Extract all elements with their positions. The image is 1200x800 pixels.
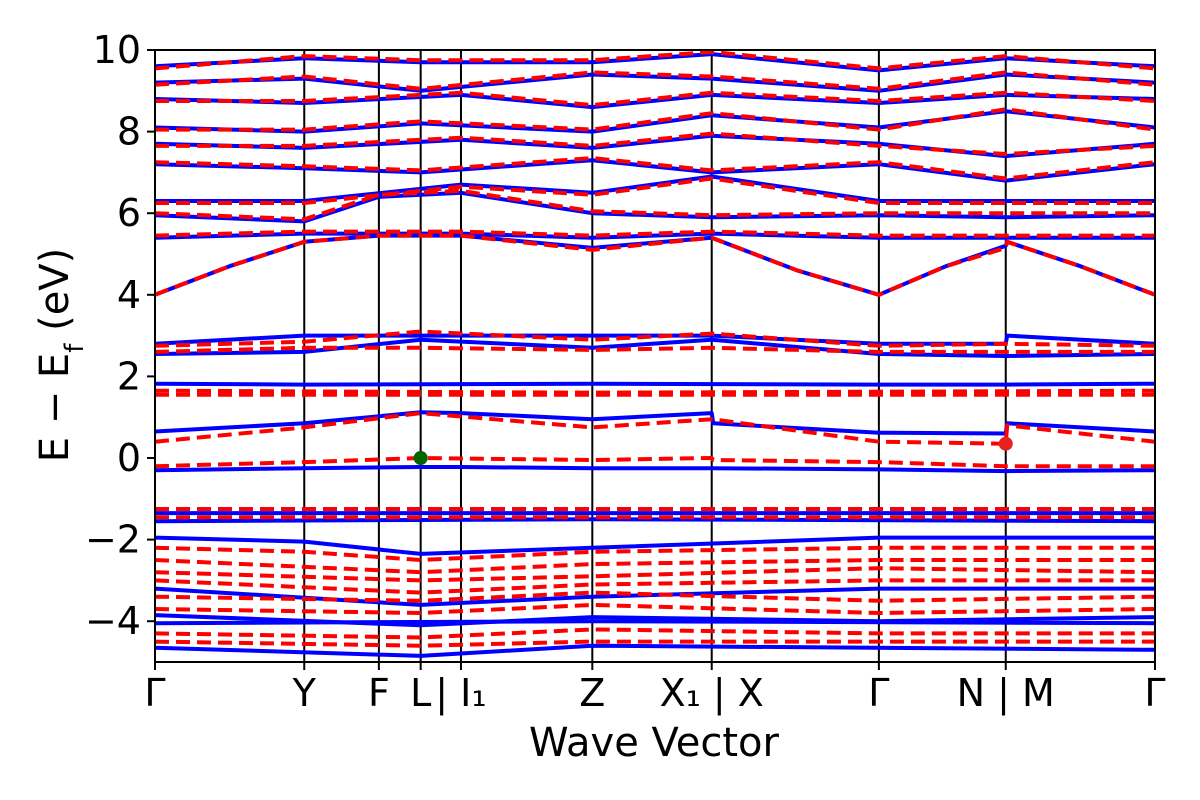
y-axis-ticks: −4 −2 0 2 4 6 8 10 [85, 28, 155, 643]
solid-band-10 [155, 619, 1155, 626]
dashed-band-21 [155, 131, 1155, 156]
x-tick-label-0: Γ [144, 671, 165, 715]
y-axis-label-unit: (eV) [32, 248, 78, 344]
dashed-band-13 [155, 602, 1155, 615]
y-tick-label-4: 4 [117, 273, 141, 317]
dashed-band-17 [155, 229, 1155, 238]
dashed-band-4 [155, 345, 1155, 354]
x-tick-label-9: Γ [1144, 671, 1165, 715]
dashed-band-22 [155, 107, 1155, 132]
y-tick-label-0: −4 [85, 599, 141, 643]
y-tick-label-6: 8 [117, 110, 141, 154]
dashed-band-10 [155, 566, 1155, 583]
solid-band-1 [155, 465, 1155, 474]
dashed-band-15 [155, 639, 1155, 648]
solid-band-19 [155, 92, 1155, 110]
solid-band-2 [155, 381, 1155, 387]
band-lines [155, 50, 1155, 662]
x-tick-label-1: Y [292, 671, 317, 715]
y-tick-label-1: −2 [85, 518, 141, 562]
solid-band-7 [155, 535, 1155, 556]
dashed-band-18 [155, 188, 1155, 222]
x-tick-label-2: F [368, 671, 390, 715]
dashed-band-16 [155, 233, 1155, 297]
x-axis-ticks: Γ Y F L | I₁ Z X₁ | X Γ N | M Γ [144, 662, 1166, 716]
solid-band-6 [155, 517, 1155, 524]
x-tick-label-8: N | M [957, 671, 1055, 716]
x-axis-label: Wave Vector [529, 720, 780, 766]
y-tick-label-7: 10 [93, 28, 141, 72]
dashed-band-12 [155, 590, 1155, 603]
dashed-band-0 [155, 411, 1155, 446]
solid-band-21 [155, 52, 1155, 73]
dashed-band-9 [155, 558, 1155, 575]
dashed-band-14 [155, 627, 1155, 640]
dashed-band-1 [155, 456, 1155, 469]
dashed-band-20 [155, 156, 1155, 181]
dashed-band-23 [155, 90, 1155, 108]
dashed-band-11 [155, 578, 1155, 595]
plot-area [154, 49, 1156, 663]
dashed-band-5 [155, 329, 1155, 348]
dashed-band-24 [155, 70, 1155, 91]
solid-band-3 [155, 337, 1155, 358]
plot-frame [154, 49, 1156, 663]
marker-point-0 [413, 451, 428, 465]
x-tick-label-3: L [410, 671, 431, 715]
x-tick-label-6: X₁ | X [660, 671, 764, 716]
x-tick-label-5: Z [579, 671, 605, 715]
dashed-band-2 [155, 388, 1155, 395]
y-axis-label-main: E − E [32, 353, 78, 463]
y-axis-label: E − Ef (eV) [32, 248, 90, 463]
solid-band-11 [155, 643, 1155, 658]
solid-band-20 [155, 72, 1155, 93]
marker-point-1 [998, 436, 1013, 451]
x-tick-label-7: Γ [868, 671, 889, 715]
x-tick-label-4: | I₁ [435, 671, 486, 716]
dashed-band-19 [155, 176, 1155, 205]
y-tick-label-3: 2 [117, 354, 141, 398]
y-axis-label-sub: f [60, 343, 90, 353]
y-tick-label-5: 6 [117, 191, 141, 235]
dashed-band-25 [155, 50, 1155, 71]
y-tick-label-2: 0 [117, 436, 141, 480]
